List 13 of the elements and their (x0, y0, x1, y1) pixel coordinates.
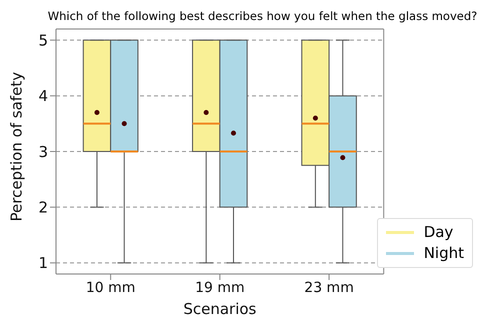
y-axis-title: Perception of safety (7, 72, 26, 222)
y-tick-label: 4 (38, 87, 48, 106)
y-tick-label: 5 (38, 31, 48, 50)
y-tick-label: 3 (38, 142, 48, 161)
chart-title: Which of the following best describes how you felt when the glass moved? (46, 8, 478, 24)
x-axis-title: Scenarios (183, 300, 257, 318)
y-tick-label: 1 (38, 254, 48, 272)
x-tick-label: 19 mm (195, 280, 245, 296)
x-tick-label: 10 mm (86, 280, 136, 296)
legend-label: Night (424, 243, 464, 264)
y-tick-label: 2 (38, 198, 48, 217)
legend-label: Day (424, 222, 454, 243)
x-tick-label: 23 mm (304, 280, 354, 296)
